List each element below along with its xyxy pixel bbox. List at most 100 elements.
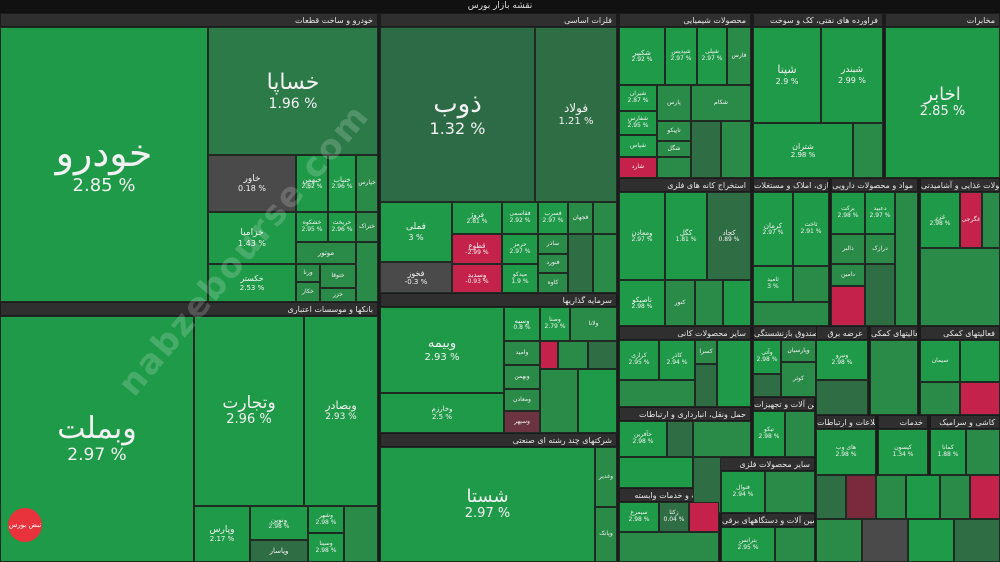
stock-tile-sakht[interactable]: ثاخت 2.91 % bbox=[793, 192, 829, 266]
stock-tile-small[interactable] bbox=[588, 341, 617, 369]
stock-tile-zob[interactable]: ذوب 1.32 % bbox=[380, 27, 535, 202]
stock-tile-small[interactable] bbox=[765, 471, 815, 513]
stock-tile-small[interactable] bbox=[862, 519, 908, 562]
stock-tile-dalber[interactable]: دالبر bbox=[831, 234, 865, 264]
stock-tile-fesorb[interactable]: فسرب 2.97 % bbox=[538, 202, 568, 234]
stock-tile-small[interactable] bbox=[982, 192, 1000, 248]
stock-tile-vlana[interactable]: ولانا bbox=[570, 307, 617, 341]
stock-tile-btrans[interactable]: بترانس 2.95 % bbox=[721, 527, 775, 562]
stock-tile-vsepehr[interactable]: وسپهر bbox=[504, 411, 540, 433]
stock-tile-vbahman[interactable]: وبهمن bbox=[504, 365, 540, 389]
stock-tile-vati[interactable]: وآتی 2.98 % bbox=[753, 340, 781, 374]
stock-tile-shpena[interactable]: شپنا 2.9 % bbox=[753, 27, 821, 123]
stock-tile-small[interactable] bbox=[906, 475, 940, 519]
stock-tile-fars[interactable]: فارس bbox=[727, 27, 751, 85]
stock-tile-dabid[interactable]: دعبید 2.97 % bbox=[865, 192, 895, 234]
stock-tile-vghadir[interactable]: وغدیر bbox=[595, 447, 617, 507]
stock-tile-small[interactable] bbox=[960, 340, 1000, 382]
stock-tile-shtaran[interactable]: شتران 2.98 % bbox=[753, 123, 853, 178]
stock-tile-ghatoo[interactable]: قطوع -2.99 % bbox=[452, 234, 502, 264]
stock-tile-small[interactable] bbox=[717, 340, 751, 407]
stock-tile-small[interactable] bbox=[940, 475, 970, 519]
stock-tile-vbsader[interactable]: وبصادر 2.93 % bbox=[304, 316, 378, 506]
stock-tile-khshkoh[interactable]: خشکوه 2.95 % bbox=[296, 212, 328, 242]
stock-tile-fjahan[interactable]: فجهان bbox=[568, 202, 593, 234]
stock-tile-small[interactable] bbox=[876, 475, 906, 519]
stock-tile-khtrak[interactable]: ختراک bbox=[356, 212, 378, 242]
stock-tile-small[interactable] bbox=[816, 519, 862, 562]
stock-tile-varna[interactable]: ورنا bbox=[296, 264, 320, 282]
stock-tile-fghasemi[interactable]: فقاسمی 2.92 % bbox=[502, 202, 538, 234]
stock-tile-small[interactable] bbox=[691, 121, 721, 178]
stock-tile-small[interactable] bbox=[920, 382, 960, 415]
stock-tile-vsena[interactable]: وصنا 2.79 % bbox=[540, 307, 570, 341]
stock-tile-vbimeh[interactable]: وبیمه 2.93 % bbox=[380, 307, 504, 393]
stock-tile-small[interactable] bbox=[785, 411, 815, 457]
stock-tile-small[interactable] bbox=[793, 266, 829, 302]
stock-tile-small[interactable] bbox=[753, 374, 781, 397]
stock-tile-small[interactable] bbox=[966, 429, 1000, 475]
stock-tile-shegol[interactable]: شگل bbox=[657, 141, 691, 157]
stock-tile-samid[interactable]: ثامید 3 % bbox=[753, 266, 793, 302]
stock-tile-khtoqa[interactable]: ختوقا bbox=[320, 264, 356, 288]
stock-tile-shasta[interactable]: شستا 2.97 % bbox=[380, 447, 595, 562]
stock-tile-kazar[interactable]: کاذر 2.94 % bbox=[659, 340, 695, 380]
stock-tile-shpoli[interactable]: شپلی 2.97 % bbox=[697, 27, 727, 85]
stock-tile-sharad[interactable]: شارد bbox=[619, 157, 657, 178]
stock-tile-vpank[interactable]: وپانک bbox=[595, 507, 617, 562]
stock-tile-hormoz[interactable]: حرمز 2.97 % bbox=[502, 234, 538, 264]
stock-tile-vsina[interactable]: وسینا 2.98 % bbox=[308, 533, 344, 562]
stock-tile-shbandar[interactable]: شبندر 2.99 % bbox=[821, 27, 883, 123]
stock-tile-kaveh[interactable]: کاوه bbox=[538, 273, 568, 293]
stock-tile-small[interactable] bbox=[689, 502, 719, 532]
stock-tile-pars[interactable]: پارس bbox=[657, 85, 691, 121]
stock-tile-small[interactable] bbox=[593, 202, 617, 234]
stock-tile-vshahr[interactable]: وشهر 2.98 % bbox=[308, 506, 344, 533]
stock-tile-khkestar[interactable]: خکستر 2.53 % bbox=[208, 264, 296, 302]
stock-tile-small[interactable] bbox=[865, 264, 895, 326]
stock-tile-khodro[interactable]: خودرو 2.85 % bbox=[0, 27, 208, 302]
stock-tile-shpadis[interactable]: شپدیس 2.97 % bbox=[665, 27, 697, 85]
stock-tile-siman[interactable]: سیمان bbox=[920, 340, 960, 382]
stock-tile-small[interactable] bbox=[540, 369, 578, 433]
stock-tile-small[interactable] bbox=[558, 341, 588, 369]
stock-tile-small[interactable] bbox=[846, 475, 876, 519]
stock-tile-saazar[interactable]: ساذر bbox=[538, 234, 568, 254]
stock-tile-small[interactable] bbox=[895, 192, 918, 326]
stock-tile-kesra[interactable]: کسرا bbox=[695, 340, 717, 364]
stock-tile-hafarin[interactable]: حآفرین 2.98 % bbox=[619, 421, 667, 457]
stock-tile-small[interactable] bbox=[695, 364, 717, 407]
stock-tile-small[interactable] bbox=[816, 380, 868, 415]
stock-tile-vpars[interactable]: وپارس 2.17 % bbox=[194, 506, 250, 562]
stock-tile-small[interactable] bbox=[960, 382, 1000, 415]
stock-tile-small[interactable] bbox=[954, 519, 1000, 562]
stock-tile-fmeli[interactable]: فملی 3 % bbox=[380, 202, 452, 262]
stock-tile-khavar[interactable]: خاور 0.18 % bbox=[208, 155, 296, 212]
stock-tile-foolad[interactable]: فولاد 1.21 % bbox=[535, 27, 617, 202]
stock-tile-motor[interactable]: موتور bbox=[296, 242, 356, 264]
stock-tile-shakbir[interactable]: شکبیر 2.92 % bbox=[619, 27, 665, 85]
stock-tile-small[interactable] bbox=[753, 302, 829, 326]
stock-tile-tiko[interactable]: تیکو 2.98 % bbox=[753, 411, 785, 457]
stock-tile-khzar[interactable]: خزر bbox=[320, 288, 356, 302]
stock-tile-small[interactable] bbox=[723, 280, 751, 326]
stock-tile-vmaaden[interactable]: ومعادن bbox=[504, 389, 540, 411]
stock-tile-small[interactable] bbox=[721, 121, 751, 178]
stock-tile-khkar[interactable]: خکار bbox=[296, 282, 320, 302]
stock-tile-barkat[interactable]: برکت 2.98 % bbox=[831, 192, 865, 234]
stock-tile-small[interactable] bbox=[695, 280, 723, 326]
stock-tile-small[interactable] bbox=[619, 457, 693, 488]
stock-tile-shekam[interactable]: شکام bbox=[691, 85, 751, 121]
stock-tile-khbahman[interactable]: خبهمن 2.52 % bbox=[296, 155, 328, 212]
stock-tile-small[interactable] bbox=[667, 421, 693, 457]
stock-tile-khsapa[interactable]: خساپا 1.96 % bbox=[208, 27, 378, 155]
stock-tile-shpas[interactable]: شپاس bbox=[619, 135, 657, 157]
stock-tile-small[interactable] bbox=[920, 248, 1000, 326]
stock-tile-vpasar[interactable]: وپاسار bbox=[250, 540, 308, 562]
stock-tile-midko[interactable]: میدکو 1.9 % bbox=[502, 264, 538, 293]
stock-tile-ghgorji[interactable]: غگرجی bbox=[960, 192, 982, 248]
stock-tile-daraz[interactable]: درازک bbox=[865, 234, 895, 264]
stock-tile-small[interactable] bbox=[619, 532, 719, 562]
stock-tile-small[interactable] bbox=[578, 369, 617, 433]
stock-tile-kosar[interactable]: کوثر bbox=[781, 362, 816, 397]
